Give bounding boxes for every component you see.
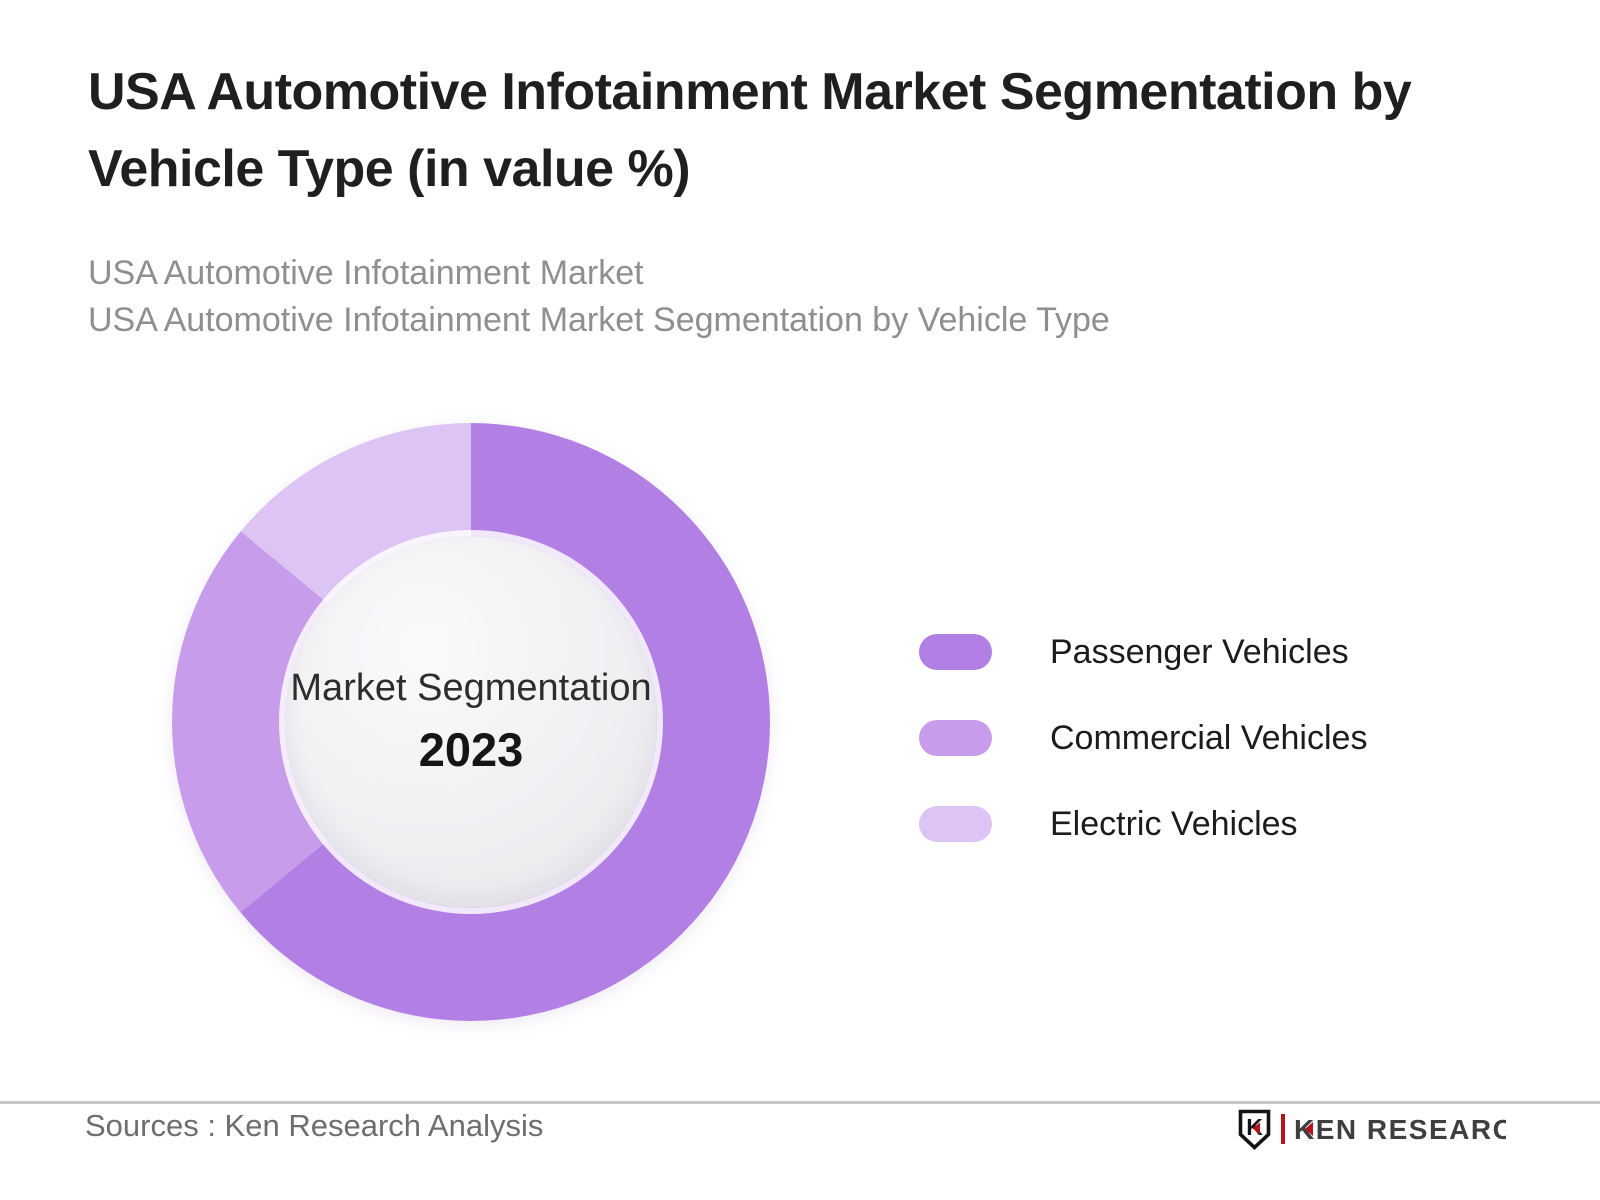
legend-label: Commercial Vehicles [1050, 718, 1368, 757]
legend-swatch [919, 806, 992, 842]
footer-divider [0, 1101, 1600, 1104]
donut-center-year: 2023 [418, 723, 524, 776]
legend-item: Passenger Vehicles [919, 632, 1367, 671]
shield-icon: K [1237, 1109, 1272, 1150]
legend-item: Commercial Vehicles [919, 718, 1368, 757]
legend-label: Passenger Vehicles [1050, 632, 1349, 671]
legend-swatch [919, 720, 992, 756]
logo-text: KEN RESEARCH [1294, 1111, 1506, 1147]
ken-research-logo: K KEN RESEARCH [1237, 1108, 1506, 1150]
page-title: USA Automotive Infotainment Market Segme… [88, 54, 1412, 208]
svg-text:KEN RESEARCH: KEN RESEARCH [1294, 1114, 1506, 1145]
page-subtitle-line-1: USA Automotive Infotainment Market [88, 254, 644, 292]
page-title-line-1: USA Automotive Infotainment Market Segme… [88, 63, 1412, 121]
source-text: Sources : Ken Research Analysis [85, 1108, 544, 1143]
page-subtitle: USA Automotive Infotainment Market USA A… [88, 250, 1110, 344]
legend-label: Electric Vehicles [1050, 804, 1298, 843]
donut-chart: Market Segmentation 2023 [172, 423, 770, 1021]
chart-legend: Passenger Vehicles Commercial Vehicles Ele… [919, 632, 1368, 843]
donut-hole: Market Segmentation 2023 [285, 536, 657, 908]
page-title-line-2: Vehicle Type (in value %) [88, 140, 691, 198]
donut-center-label: Market Segmentation [290, 667, 652, 709]
logo-divider [1281, 1114, 1285, 1144]
page-subtitle-line-2: USA Automotive Infotainment Market Segme… [88, 301, 1110, 339]
legend-swatch [919, 634, 992, 670]
legend-item: Electric Vehicles [919, 804, 1367, 843]
